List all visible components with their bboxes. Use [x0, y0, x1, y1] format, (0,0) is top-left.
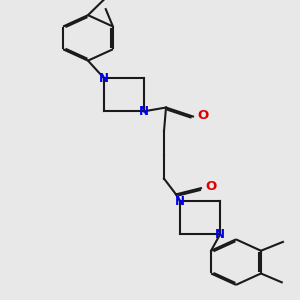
Text: N: N — [99, 72, 109, 85]
Text: N: N — [215, 228, 225, 241]
Text: N: N — [139, 105, 149, 118]
Text: O: O — [205, 180, 216, 193]
Text: O: O — [197, 109, 208, 122]
Text: N: N — [175, 195, 185, 208]
